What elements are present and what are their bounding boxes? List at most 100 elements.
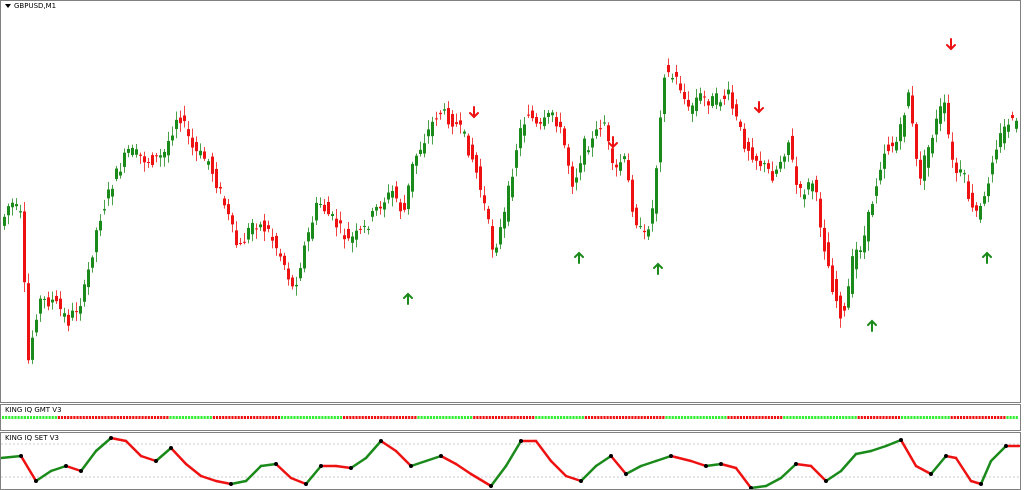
sell-arrow-head: [608, 142, 618, 149]
candle: [447, 101, 450, 129]
candle: [995, 139, 998, 164]
candle: [947, 94, 950, 139]
candle: [391, 185, 394, 207]
candle: [507, 181, 510, 227]
candle-body: [919, 159, 922, 179]
gmt-signal-dot: [904, 416, 907, 419]
gmt-signal-dot: [848, 416, 851, 419]
candle: [491, 219, 494, 258]
candle-body: [847, 286, 850, 308]
candle-body: [939, 106, 942, 124]
gmt-signal-dot: [157, 416, 160, 419]
gmt-signal-dot: [169, 416, 172, 419]
candle-body: [915, 124, 918, 159]
candle: [67, 309, 70, 332]
candle-body: [499, 227, 502, 245]
candle-body: [15, 204, 18, 207]
set-turn-marker: [19, 454, 23, 458]
gmt-signal-dot: [532, 416, 535, 419]
candle-body: [839, 295, 842, 319]
candle-body: [387, 192, 390, 200]
gmt-signal-dot: [386, 416, 389, 419]
candle-body: [439, 112, 442, 115]
candle: [551, 109, 554, 123]
candlestick-chart[interactable]: [1, 1, 1020, 402]
gmt-signal-dot: [851, 416, 854, 419]
gmt-signal-dot: [901, 416, 904, 419]
candle: [435, 111, 438, 126]
candle-body: [147, 162, 150, 164]
candle-body: [211, 156, 214, 174]
set-indicator-pane[interactable]: KING IQ SET V3: [0, 432, 1021, 490]
candle-body: [195, 142, 198, 152]
candle-body: [131, 147, 134, 156]
gmt-signal-dot: [491, 416, 494, 419]
gmt-signal-dot: [237, 416, 240, 419]
set-turn-marker: [79, 469, 83, 473]
set-turn-marker: [519, 439, 523, 443]
set-line-segment: [899, 438, 918, 468]
candle-body: [267, 225, 270, 229]
candle-body: [791, 135, 794, 160]
set-line-segment: [869, 444, 888, 453]
gmt-signal-dot: [203, 416, 206, 419]
candle-body: [167, 140, 170, 156]
candle: [643, 224, 646, 240]
gmt-signal-dot: [947, 416, 950, 419]
candle-body: [399, 202, 402, 212]
gmt-signal-dot: [470, 416, 473, 419]
symbol-title-text: GBPUSD,M1: [14, 2, 57, 10]
candle: [531, 105, 534, 122]
gmt-signal-dot: [426, 416, 429, 419]
set-line-segment: [639, 459, 658, 468]
candle-body: [895, 141, 898, 151]
gmt-signal-dot: [110, 416, 113, 419]
candle-body: [231, 215, 234, 225]
candle-body: [467, 135, 470, 156]
candle: [211, 152, 214, 182]
candle-body: [19, 211, 22, 213]
candle: [315, 196, 318, 225]
candle-body: [519, 128, 522, 149]
set-line-segment: [409, 459, 428, 468]
set-turn-marker: [489, 484, 493, 488]
symbol-title[interactable]: GBPUSD,M1: [5, 2, 56, 11]
candle-body: [1003, 126, 1006, 144]
candle: [991, 155, 994, 183]
set-turn-marker: [439, 454, 443, 458]
gmt-indicator-pane[interactable]: KING IQ GMT V3: [0, 404, 1021, 431]
candle: [75, 302, 78, 322]
candle: [747, 137, 750, 161]
gmt-signal-dot: [299, 416, 302, 419]
gmt-signal-dot: [609, 416, 612, 419]
gmt-signal-dot: [587, 416, 591, 419]
gmt-signal-dot: [953, 416, 956, 419]
gmt-signal-dot: [643, 416, 646, 419]
buy-arrow-icon: [653, 262, 663, 275]
gmt-signal-dot: [178, 416, 181, 419]
main-price-pane[interactable]: GBPUSD,M1: [0, 0, 1021, 403]
candle-body: [971, 192, 974, 208]
gmt-signal-dot: [411, 416, 414, 419]
gmt-signal-dot: [256, 416, 259, 419]
gmt-signal-dot: [436, 416, 439, 419]
candle-body: [763, 163, 766, 165]
candle-body: [91, 257, 94, 268]
gmt-signal-dot: [978, 416, 981, 419]
candle-body: [435, 118, 438, 120]
set-turn-marker: [944, 454, 948, 458]
sell-arrow-head: [946, 44, 956, 51]
candle-body: [179, 117, 182, 124]
candle: [415, 153, 418, 174]
candle-body: [503, 211, 506, 229]
gmt-signal-dot: [656, 416, 659, 419]
candle-body: [671, 77, 674, 80]
candle-body: [291, 277, 294, 287]
candle-body: [203, 151, 206, 159]
candle-body: [1011, 115, 1014, 119]
buy-arrow-icon: [982, 251, 992, 264]
gmt-signal-dot: [308, 416, 312, 419]
dropdown-triangle-icon[interactable]: [5, 4, 11, 8]
candle-body: [247, 227, 250, 240]
